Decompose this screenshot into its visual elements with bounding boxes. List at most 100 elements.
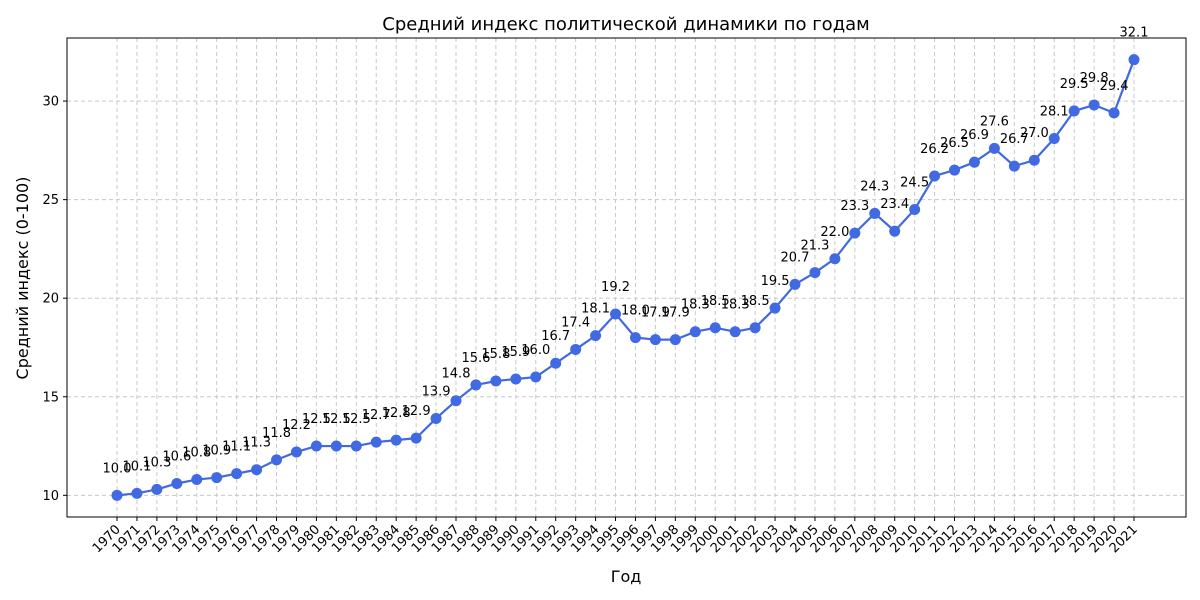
data-label: 12.2 [282, 418, 311, 433]
data-point [211, 472, 223, 484]
chart-title: Средний индекс политической динамики по … [382, 14, 870, 35]
data-label: 29.4 [1100, 79, 1129, 94]
data-point [131, 487, 143, 499]
data-label: 27.6 [980, 114, 1009, 129]
data-point [231, 468, 243, 480]
data-point [550, 357, 562, 369]
data-point [929, 170, 941, 182]
data-point [1068, 105, 1080, 117]
data-label: 10.6 [162, 449, 191, 464]
y-axis-label: Средний индекс (0-100) [13, 177, 32, 380]
data-point [310, 440, 322, 452]
data-point [988, 142, 1000, 154]
data-label: 12.5 [322, 412, 351, 427]
data-point [669, 334, 681, 346]
data-point [869, 207, 881, 219]
data-label: 20.7 [781, 250, 810, 265]
data-label: 18.3 [721, 298, 750, 313]
data-point [350, 440, 362, 452]
data-label: 28.1 [1040, 105, 1069, 120]
data-point [490, 375, 502, 387]
data-label: 18.3 [681, 298, 710, 313]
data-point [849, 227, 861, 239]
y-tick-label: 25 [42, 193, 59, 208]
data-labels: 10.010.110.310.610.810.911.111.311.812.2… [103, 26, 1149, 477]
y-tick-label: 20 [42, 292, 59, 307]
data-label: 10.1 [122, 459, 151, 474]
data-point [889, 225, 901, 237]
data-label: 17.9 [661, 306, 690, 321]
data-label: 17.4 [561, 315, 590, 330]
data-label: 10.0 [103, 461, 132, 476]
y-tick-label: 10 [42, 489, 59, 504]
data-label: 19.2 [601, 280, 630, 295]
data-label: 17.9 [641, 306, 670, 321]
x-axis-label: Год [611, 567, 642, 586]
data-label: 18.5 [701, 294, 730, 309]
data-point [171, 477, 183, 489]
data-label: 23.3 [840, 199, 869, 214]
data-label: 26.9 [960, 128, 989, 143]
x-axis: 1970197119721973197419751976197719781979… [90, 517, 1141, 556]
data-point [191, 474, 203, 486]
data-point [789, 278, 801, 290]
data-point [1088, 99, 1100, 111]
data-label: 13.9 [422, 384, 451, 399]
data-label: 29.8 [1080, 71, 1109, 86]
data-point [410, 432, 422, 444]
data-label: 12.5 [342, 412, 371, 427]
data-point [968, 156, 980, 168]
data-label: 26.2 [920, 142, 949, 157]
data-point [629, 332, 641, 344]
data-point [370, 436, 382, 448]
plot-frame [66, 37, 1187, 518]
data-label: 11.3 [242, 436, 271, 451]
data-point [330, 440, 342, 452]
data-point [470, 379, 482, 391]
data-point [709, 322, 721, 334]
data-label: 11.8 [262, 426, 291, 441]
data-point [151, 483, 163, 495]
data-point [271, 454, 283, 466]
data-label: 18.0 [621, 304, 650, 319]
data-label: 26.5 [940, 136, 969, 151]
data-label: 11.1 [222, 440, 251, 455]
data-point [610, 308, 622, 320]
data-label: 15.8 [481, 347, 510, 362]
data-point [689, 326, 701, 338]
data-point [1008, 160, 1020, 172]
data-label: 12.8 [382, 406, 411, 421]
series-line [116, 59, 1136, 497]
grid [67, 38, 1186, 517]
data-label: 29.5 [1060, 77, 1089, 92]
data-point [1028, 154, 1040, 166]
data-label: 22.0 [820, 225, 849, 240]
data-point [530, 371, 542, 383]
data-point [510, 373, 522, 385]
data-label: 16.0 [521, 343, 550, 358]
data-point [749, 322, 761, 334]
data-label: 19.5 [761, 274, 790, 289]
data-label: 15.9 [501, 345, 530, 360]
data-point [909, 203, 921, 215]
data-point [649, 334, 661, 346]
data-label: 21.3 [800, 239, 829, 254]
data-point [111, 489, 123, 501]
data-label: 15.6 [461, 351, 490, 366]
y-tick-label: 15 [42, 390, 59, 405]
data-point [251, 464, 263, 476]
data-label: 24.5 [900, 175, 929, 190]
data-point [1128, 54, 1140, 66]
data-point [949, 164, 961, 176]
data-point [829, 253, 841, 265]
data-label: 10.8 [182, 446, 211, 461]
data-point [809, 267, 821, 279]
data-label: 12.7 [362, 408, 391, 423]
data-point [450, 395, 462, 407]
data-label: 10.9 [202, 444, 231, 459]
data-point [1108, 107, 1120, 119]
data-label: 14.8 [442, 367, 471, 382]
y-axis: 10 15 20 25 30 [42, 95, 67, 504]
data-label: 26.7 [1000, 132, 1029, 147]
